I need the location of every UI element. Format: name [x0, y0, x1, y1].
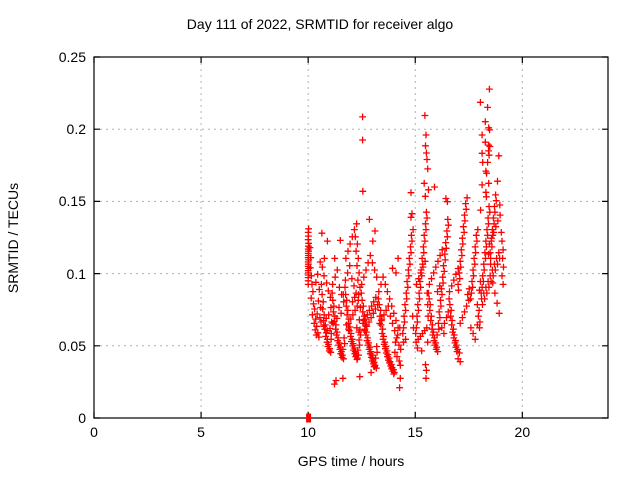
y-tick-label: 0.05 — [58, 337, 86, 354]
plot-border — [93, 56, 609, 419]
grid-lines — [94, 57, 608, 418]
x-tick-label: 10 — [300, 424, 316, 440]
y-tick-label: 0.1 — [66, 265, 86, 282]
chart-title: Day 111 of 2022, SRMTID for receiver alg… — [186, 16, 454, 32]
axis-ticks — [93, 56, 608, 419]
zero-value-marker — [306, 413, 312, 423]
x-tick-label: 0 — [90, 424, 98, 440]
x-tick-label: 5 — [197, 424, 205, 440]
y-tick-label: 0.25 — [58, 49, 86, 65]
y-tick-label: 0.2 — [66, 121, 86, 138]
scatter-points — [304, 85, 507, 392]
x-axis-label: GPS time / hours — [297, 453, 405, 469]
y-tick-label: 0 — [78, 410, 86, 426]
x-tick-label: 15 — [407, 424, 424, 440]
x-tick-label: 20 — [514, 424, 531, 440]
y-tick-label: 0.15 — [58, 193, 86, 210]
